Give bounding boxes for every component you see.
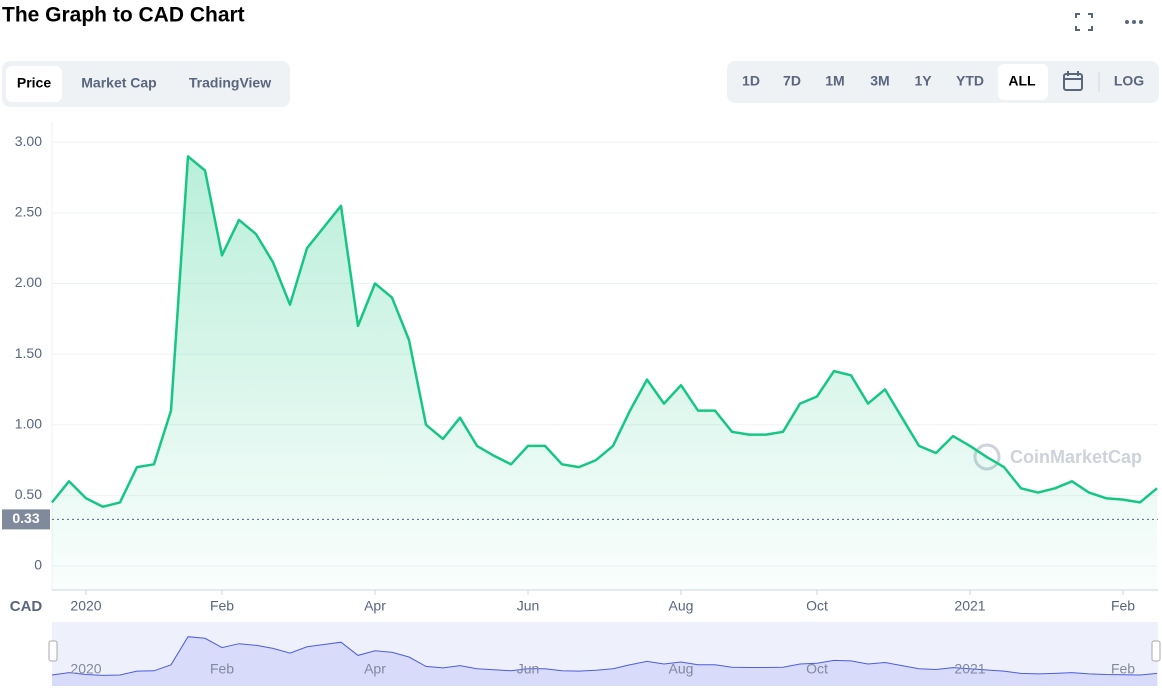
y-tick-label: 2.50 [15, 204, 42, 220]
y-tick-label: 0.50 [15, 486, 42, 502]
y-tick-label: 0 [34, 557, 42, 573]
range-button[interactable]: YTD [956, 73, 984, 89]
nav-tick-label: Aug [669, 661, 694, 677]
current-label: 0.33 [12, 510, 39, 526]
x-tick-label: 2020 [70, 598, 101, 614]
area [52, 156, 1157, 590]
x-tick-label: Apr [364, 598, 386, 614]
x-tick-label: Aug [669, 598, 694, 614]
range-button[interactable]: 1Y [914, 73, 932, 89]
active-range [998, 64, 1048, 100]
nav-tick-label: Jun [517, 661, 540, 677]
y-tick-label: 3.00 [15, 133, 42, 149]
price-line [51, 155, 1158, 508]
tab[interactable]: Price [17, 75, 51, 91]
range-button[interactable]: 1M [825, 73, 844, 89]
y-axis-label: CAD [10, 598, 43, 615]
nav-tick-label: 2020 [70, 661, 101, 677]
nav-handle-right[interactable] [1151, 640, 1161, 662]
x-tick-label: Feb [210, 598, 234, 614]
fullscreen-icon[interactable] [1075, 13, 1093, 31]
log-button[interactable]: LOG [1114, 73, 1144, 89]
nav-tick-label: Oct [806, 661, 828, 677]
x-tick-label: Jun [517, 598, 540, 614]
range-button[interactable]: 1D [742, 73, 760, 89]
x-tick-label: Oct [806, 598, 828, 614]
nav-tick-label: Apr [364, 661, 386, 677]
range-button[interactable]: 3M [870, 73, 889, 89]
nav-handle-left[interactable] [48, 640, 58, 662]
current-badge [2, 509, 50, 530]
y-tick-label: 1.00 [15, 415, 42, 431]
active-tab [6, 66, 62, 102]
chart-title: The Graph to CAD Chart [2, 4, 245, 27]
tab[interactable]: Market Cap [81, 75, 156, 91]
more-icon[interactable] [1125, 20, 1143, 24]
x-tick-label: Feb [1111, 598, 1135, 614]
nav-area [52, 636, 1157, 686]
y-tick-label: 2.00 [15, 274, 42, 290]
calendar-icon[interactable] [1063, 71, 1083, 91]
nav-tick-label: 2021 [954, 661, 985, 677]
tab[interactable]: TradingView [189, 75, 271, 91]
y-tick-label: 1.50 [15, 345, 42, 361]
watermark: CoinMarketCap [1010, 447, 1142, 467]
nav-line [51, 636, 1158, 676]
tab-group [2, 61, 290, 107]
nav-tick-label: Feb [1111, 661, 1135, 677]
range-group [727, 61, 1159, 103]
nav-tick-label: Feb [210, 661, 234, 677]
x-tick-label: 2021 [954, 598, 985, 614]
range-button[interactable]: ALL [1008, 73, 1036, 89]
range-button[interactable]: 7D [783, 73, 801, 89]
